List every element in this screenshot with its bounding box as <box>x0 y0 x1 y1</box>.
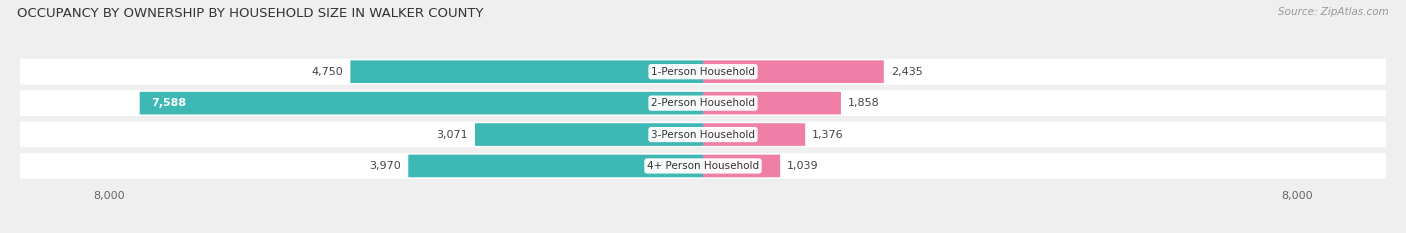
FancyBboxPatch shape <box>20 59 1386 85</box>
FancyBboxPatch shape <box>475 123 703 146</box>
FancyBboxPatch shape <box>20 153 1386 179</box>
FancyBboxPatch shape <box>139 92 703 114</box>
FancyBboxPatch shape <box>408 155 703 177</box>
Text: 3-Person Household: 3-Person Household <box>651 130 755 140</box>
Text: 2-Person Household: 2-Person Household <box>651 98 755 108</box>
Text: 2,435: 2,435 <box>891 67 922 77</box>
FancyBboxPatch shape <box>703 60 884 83</box>
Text: 1-Person Household: 1-Person Household <box>651 67 755 77</box>
Text: 3,970: 3,970 <box>370 161 401 171</box>
FancyBboxPatch shape <box>703 155 780 177</box>
FancyBboxPatch shape <box>703 92 841 114</box>
Text: 7,588: 7,588 <box>152 98 187 108</box>
Text: Source: ZipAtlas.com: Source: ZipAtlas.com <box>1278 7 1389 17</box>
Text: 4+ Person Household: 4+ Person Household <box>647 161 759 171</box>
FancyBboxPatch shape <box>20 122 1386 147</box>
FancyBboxPatch shape <box>20 90 1386 116</box>
FancyBboxPatch shape <box>703 123 806 146</box>
Text: OCCUPANCY BY OWNERSHIP BY HOUSEHOLD SIZE IN WALKER COUNTY: OCCUPANCY BY OWNERSHIP BY HOUSEHOLD SIZE… <box>17 7 484 20</box>
Text: 1,858: 1,858 <box>848 98 880 108</box>
Text: 3,071: 3,071 <box>436 130 468 140</box>
Text: 1,039: 1,039 <box>787 161 818 171</box>
Text: 1,376: 1,376 <box>813 130 844 140</box>
FancyBboxPatch shape <box>350 60 703 83</box>
Text: 4,750: 4,750 <box>312 67 343 77</box>
